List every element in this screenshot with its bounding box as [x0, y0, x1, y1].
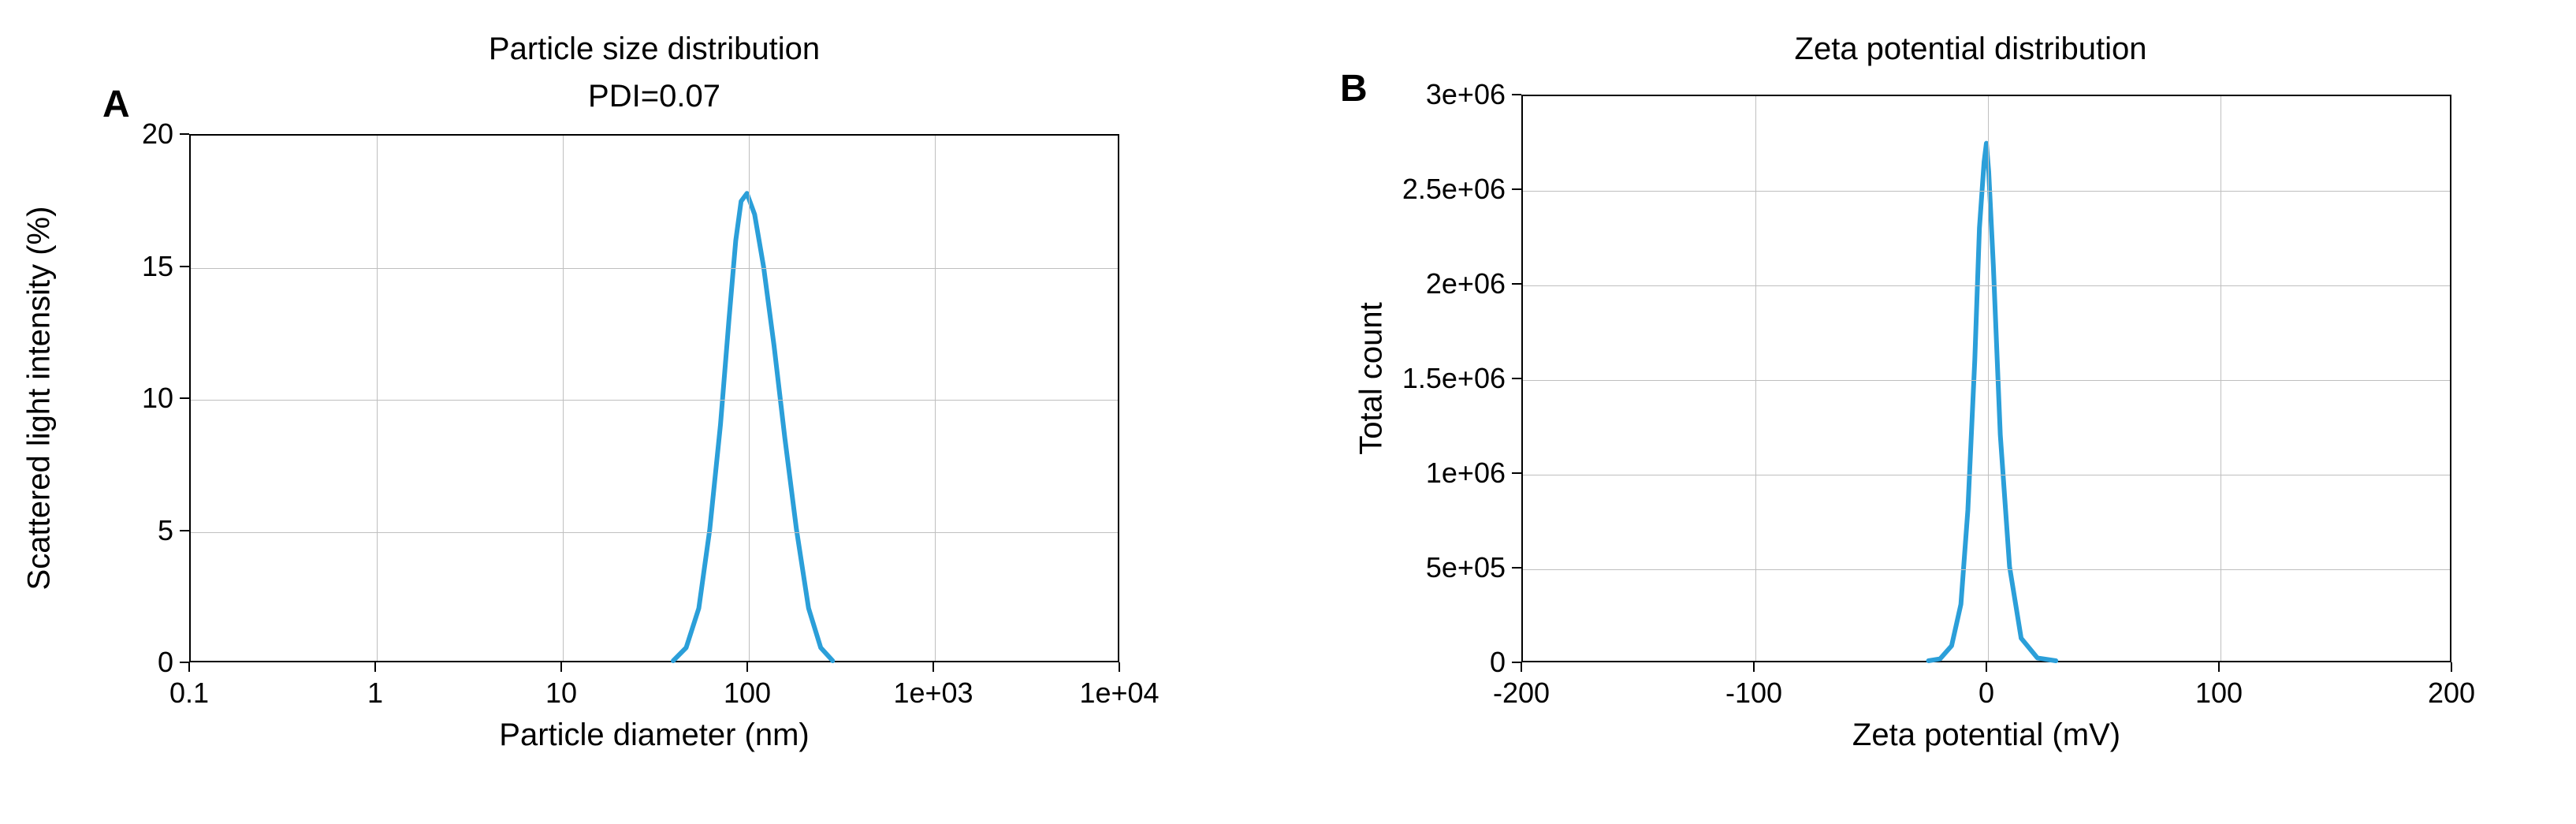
y-tick — [1512, 378, 1521, 379]
y-tick-label: 20 — [63, 117, 173, 151]
panel-b-title: Zeta potential distribution — [1795, 32, 2147, 67]
x-tick — [560, 662, 562, 672]
y-tick — [180, 397, 189, 399]
y-tick-label: 10 — [63, 382, 173, 415]
x-tick — [1753, 662, 1755, 672]
y-tick — [1512, 662, 1521, 663]
y-tick-label: 15 — [63, 250, 173, 283]
panel-a-title: Particle size distribution — [489, 32, 820, 67]
gridline-h — [1523, 569, 2450, 570]
panel-b-curve — [1523, 96, 2450, 661]
x-tick-label: 100 — [2195, 677, 2243, 710]
y-tick-label: 1e+06 — [1395, 457, 1506, 490]
x-tick-label: 200 — [2428, 677, 2475, 710]
panel-b-label: B — [1340, 67, 1368, 110]
gridline-v — [377, 136, 378, 661]
y-tick-label: 1.5e+06 — [1395, 362, 1506, 395]
y-tick-label: 2.5e+06 — [1395, 173, 1506, 206]
gridline-v — [2220, 96, 2221, 661]
gridline-h — [1523, 191, 2450, 192]
y-tick — [180, 133, 189, 135]
x-tick-label: 0.1 — [169, 677, 209, 710]
x-tick — [932, 662, 934, 672]
y-tick — [180, 530, 189, 531]
x-tick-label: 100 — [724, 677, 771, 710]
gridline-h — [1523, 285, 2450, 286]
y-tick-label: 3e+06 — [1395, 78, 1506, 111]
x-tick — [374, 662, 376, 672]
x-tick-label: -200 — [1493, 677, 1550, 710]
gridline-v — [563, 136, 564, 661]
y-tick — [1512, 283, 1521, 285]
gridline-v — [749, 136, 750, 661]
panel-a-curve — [191, 136, 1118, 661]
gridline-h — [191, 400, 1118, 401]
x-tick-label: -100 — [1725, 677, 1782, 710]
y-tick-label: 5e+05 — [1395, 551, 1506, 584]
y-tick-label: 5 — [63, 514, 173, 547]
x-tick-label: 1 — [367, 677, 383, 710]
x-tick — [1986, 662, 1987, 672]
y-tick — [1512, 188, 1521, 190]
gridline-h — [191, 532, 1118, 533]
panel-b-y-axis-label: Total count — [1354, 302, 1390, 454]
gridline-v — [1988, 96, 1989, 661]
panel-b-x-axis-label: Zeta potential (mV) — [1852, 718, 2120, 753]
gridline-v — [935, 136, 936, 661]
x-tick — [2451, 662, 2452, 672]
x-tick — [188, 662, 190, 672]
x-tick — [2218, 662, 2220, 672]
y-tick — [1512, 94, 1521, 95]
gridline-h — [1523, 380, 2450, 381]
y-tick — [1512, 472, 1521, 474]
panel-b-plot-area — [1521, 95, 2451, 662]
x-tick-label: 0 — [1979, 677, 1994, 710]
gridline-v — [1755, 96, 1756, 661]
panel-a-subtitle: PDI=0.07 — [588, 79, 720, 114]
x-tick-label: 10 — [545, 677, 577, 710]
y-tick-label: 2e+06 — [1395, 267, 1506, 300]
y-tick-label: 0 — [1395, 646, 1506, 679]
panel-a-plot-area — [189, 134, 1119, 662]
x-tick — [746, 662, 748, 672]
panel-a-x-axis-label: Particle diameter (nm) — [499, 718, 809, 753]
gridline-h — [191, 268, 1118, 269]
y-tick — [180, 662, 189, 663]
x-tick — [1521, 662, 1522, 672]
x-tick-label: 1e+03 — [893, 677, 973, 710]
panel-a-y-axis-label: Scattered light intensity (%) — [22, 207, 58, 591]
x-tick — [1119, 662, 1120, 672]
figure-container: AParticle size distributionPDI=0.07 0.11… — [0, 0, 2576, 824]
y-tick — [1512, 567, 1521, 569]
y-tick-label: 0 — [63, 646, 173, 679]
y-tick — [180, 266, 189, 267]
x-tick-label: 1e+04 — [1079, 677, 1159, 710]
